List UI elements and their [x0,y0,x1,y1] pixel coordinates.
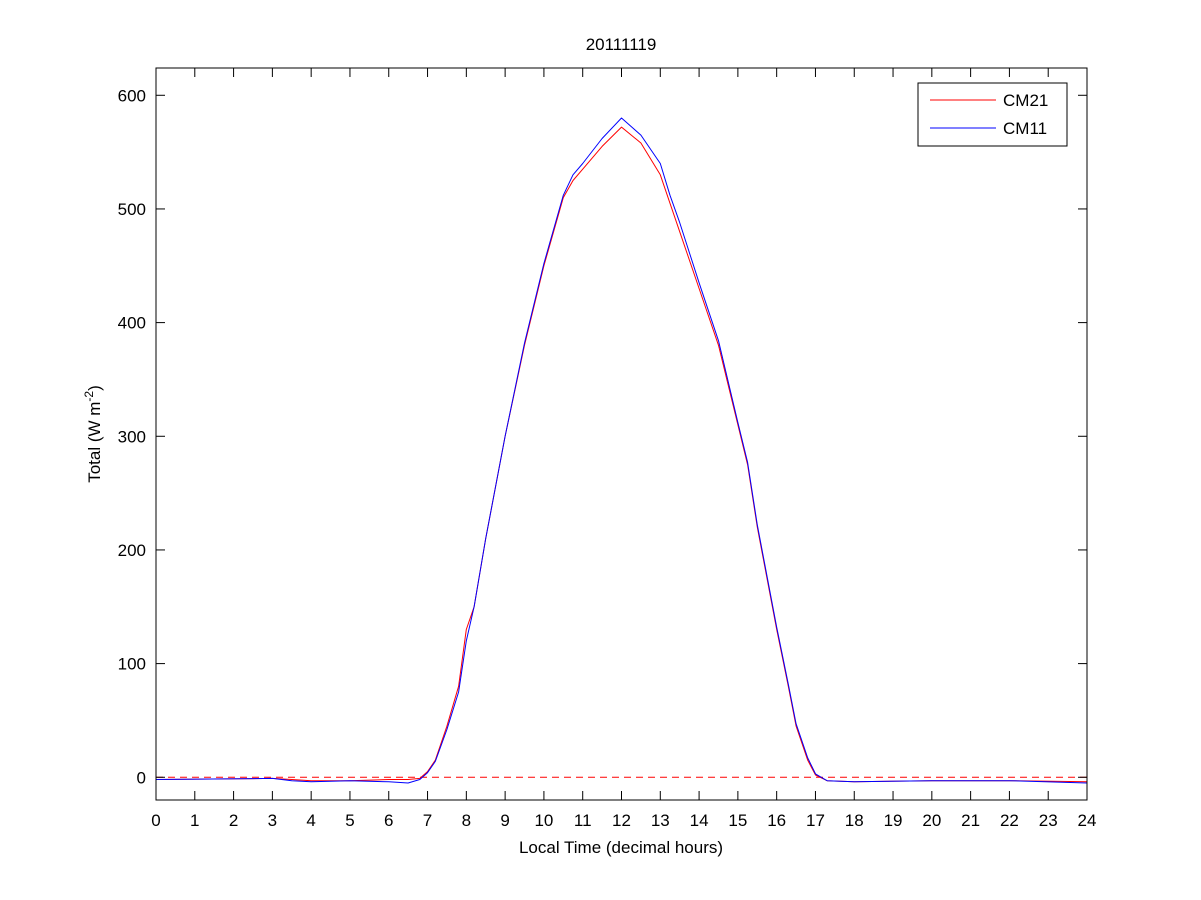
x-tick-label: 6 [384,811,393,830]
y-tick-label: 200 [118,541,146,560]
x-tick-label: 23 [1039,811,1058,830]
x-tick-label: 2 [229,811,238,830]
x-tick-label: 4 [306,811,315,830]
x-tick-label: 7 [423,811,432,830]
legend-label-cm21: CM21 [1003,91,1048,110]
y-tick-label: 300 [118,427,146,446]
x-tick-label: 20 [922,811,941,830]
legend-box [917,82,1068,147]
y-axis-label: Total (W m-2) [82,385,104,483]
x-tick-label: 18 [845,811,864,830]
x-axis-label: Local Time (decimal hours) [519,838,723,857]
x-tick-label: 15 [728,811,747,830]
x-tick-label: 17 [806,811,825,830]
x-tick-label: 16 [767,811,786,830]
series-line-cm11 [155,117,1088,784]
y-tick-label: 400 [118,314,146,333]
x-tick-label: 5 [345,811,354,830]
x-tick-label: 21 [961,811,980,830]
x-tick-label: 10 [534,811,553,830]
y-tick-label: 0 [137,768,146,787]
y-tick-label: 100 [118,655,146,674]
series-line-cm21 [155,126,1088,783]
y-tick-label: 500 [118,200,146,219]
x-tick-label: 14 [690,811,709,830]
x-tick-label: 1 [190,811,199,830]
x-tick-label: 24 [1078,811,1097,830]
x-tick-label: 22 [1000,811,1019,830]
legend: CM21 CM11 [917,82,1068,147]
chart-title: 20111119 [586,35,657,54]
x-tick-label: 3 [268,811,277,830]
x-tick-label: 8 [462,811,471,830]
x-tick-label: 12 [612,811,631,830]
x-tick-label: 19 [884,811,903,830]
legend-label-cm11: CM11 [1003,119,1047,138]
x-tick-label: 11 [574,811,592,830]
x-tick-label: 9 [500,811,509,830]
x-tick-label: 0 [151,811,160,830]
x-tick-label: 13 [651,811,670,830]
y-tick-label: 600 [118,86,146,105]
plot-frame [155,67,1088,801]
